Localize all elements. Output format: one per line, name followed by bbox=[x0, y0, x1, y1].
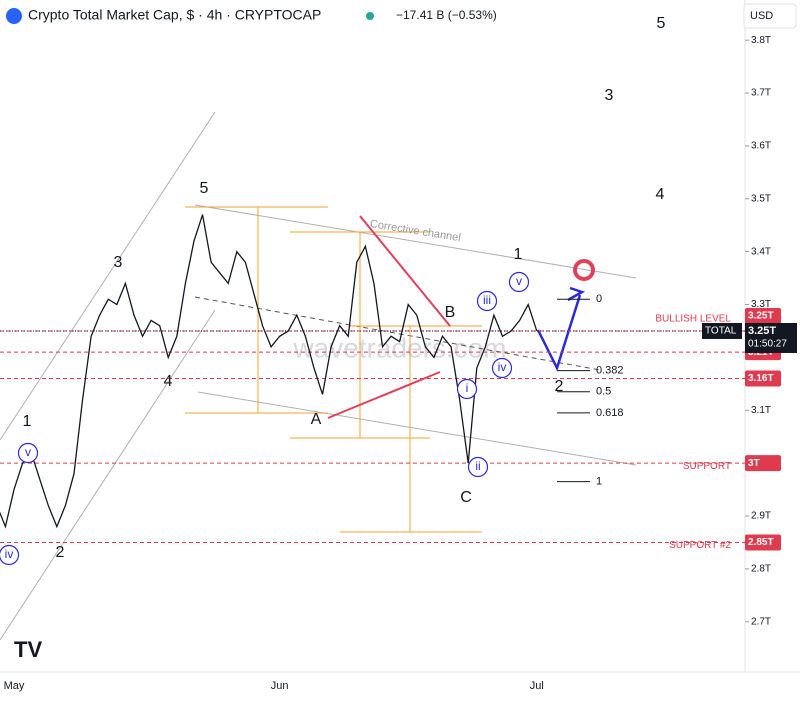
y-tick-label: 3.7T bbox=[751, 88, 771, 99]
y-tick-label: 2.9T bbox=[751, 511, 771, 522]
wave-circle bbox=[17, 442, 39, 464]
circled-label: iv bbox=[5, 547, 14, 561]
wave-label: 3 bbox=[605, 87, 614, 104]
wave-label: 1 bbox=[514, 246, 523, 263]
wave-label: 4 bbox=[164, 373, 173, 390]
currency-button[interactable] bbox=[743, 3, 797, 29]
circled-label: ii bbox=[475, 459, 480, 473]
currency[interactable]: USD bbox=[750, 10, 773, 22]
circled-label: iii bbox=[483, 293, 491, 307]
channel-line bbox=[0, 111, 216, 441]
wave-label: C bbox=[460, 489, 472, 506]
y-tick-label: 3.8T bbox=[751, 35, 771, 46]
price-name-tag bbox=[702, 322, 742, 339]
x-tick-label: Jun bbox=[271, 680, 289, 692]
fib-label: 1 bbox=[596, 476, 602, 488]
y-tick-label: 3.5T bbox=[751, 193, 771, 204]
y-tick-label: 3.3T bbox=[751, 299, 771, 310]
channel-line bbox=[197, 391, 637, 466]
y-tick-label: 2.7T bbox=[751, 616, 771, 627]
channel-line bbox=[0, 309, 216, 641]
drawings bbox=[0, 111, 637, 641]
y-tick-label: 3.6T bbox=[751, 141, 771, 152]
x-tick-label: Jul bbox=[530, 680, 544, 692]
wave-label: 5 bbox=[200, 180, 209, 197]
wave-label: A bbox=[311, 411, 322, 428]
circled-label: i bbox=[466, 381, 469, 395]
wave-circle bbox=[491, 357, 513, 379]
countdown: 01:50:27 bbox=[748, 339, 787, 350]
level-text: SUPPORT bbox=[683, 461, 731, 472]
wave-label: 2 bbox=[56, 544, 65, 561]
level-tag bbox=[745, 307, 781, 324]
wave-circle bbox=[508, 271, 530, 293]
fib-label: 0 bbox=[596, 293, 602, 305]
price-label: 3.25T bbox=[748, 325, 776, 337]
level-text: BULLISH LEVEL bbox=[655, 314, 731, 325]
fib-label: 0.5 bbox=[596, 386, 611, 398]
y-tick-label: 3.4T bbox=[751, 246, 771, 257]
y-tick-label: 3.1T bbox=[751, 405, 771, 416]
y-tick-label: 2.8T bbox=[751, 564, 771, 575]
wave-label: B bbox=[445, 304, 456, 321]
wave-circle bbox=[467, 456, 489, 478]
x-tick-label: May bbox=[4, 680, 25, 692]
level-label: 3.16T bbox=[748, 373, 774, 384]
watermark: wavetraders.com bbox=[292, 332, 506, 363]
header-change: −17.41 B (−0.53%) bbox=[396, 8, 497, 22]
price-tag bbox=[745, 322, 797, 353]
wave-label: 1 bbox=[23, 413, 32, 430]
channel-line bbox=[194, 204, 637, 279]
wave-circle bbox=[456, 378, 478, 400]
fib-label: 0.382 bbox=[596, 365, 624, 377]
symbol-icon bbox=[6, 8, 22, 24]
wave-label: 4 bbox=[656, 186, 665, 203]
wave-circle bbox=[476, 290, 498, 312]
header-title: Crypto Total Market Cap, $ · 4h · CRYPTO… bbox=[28, 7, 321, 23]
level-text: SUPPORT #2 bbox=[669, 540, 731, 551]
circled-label: v bbox=[25, 445, 31, 459]
wave-circle bbox=[0, 544, 20, 566]
price-name: TOTAL bbox=[705, 326, 737, 337]
level-label: 3T bbox=[748, 458, 760, 469]
trend-line bbox=[194, 296, 601, 371]
price-line-series bbox=[0, 214, 538, 529]
level-tag bbox=[745, 534, 781, 551]
wave-label: 3 bbox=[114, 254, 123, 271]
wave-label: 5 bbox=[657, 15, 666, 32]
level-tag bbox=[745, 455, 781, 472]
logo: TV bbox=[14, 637, 42, 662]
wave-label: 2 bbox=[555, 378, 564, 395]
level-label: 3.25T bbox=[748, 311, 774, 322]
circled-label: v bbox=[516, 274, 522, 288]
fib-label: 0.618 bbox=[596, 407, 624, 419]
level-label: 2.85T bbox=[748, 537, 774, 548]
circled-label: iv bbox=[498, 360, 507, 374]
status-dot bbox=[366, 12, 374, 20]
level-tag bbox=[745, 370, 781, 387]
